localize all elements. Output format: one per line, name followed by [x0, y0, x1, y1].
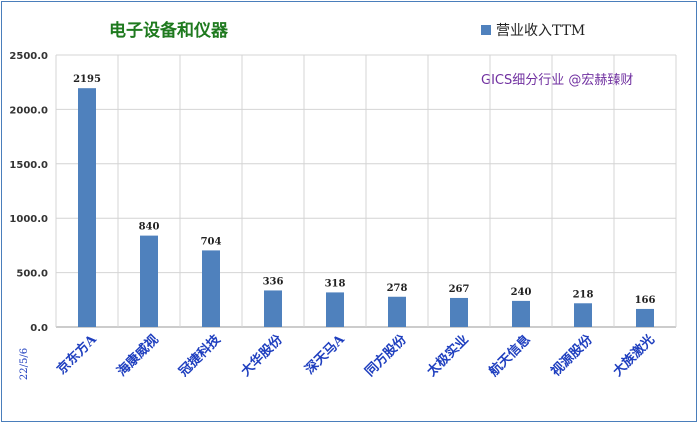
x-tick-label: 视源股份: [548, 331, 597, 380]
bar: [512, 300, 530, 327]
data-label: 704: [201, 236, 222, 247]
data-label: 278: [387, 283, 408, 294]
bar: [326, 292, 344, 327]
x-tick-label: 深天马A: [302, 331, 349, 378]
x-axis-labels: 京东方A 海康威视 冠捷科技 大华股份 深天马A 同方股份 太极实业 航天信息 视源股份 大族激光: [54, 331, 658, 380]
x-tick-label: 同方股份: [362, 331, 411, 380]
y-tick-label: 1500.0: [9, 160, 48, 171]
y-tick-label: 500.0: [16, 269, 48, 280]
bar: [202, 250, 220, 327]
legend-label: 营业收入TTM: [496, 23, 586, 39]
data-label: 840: [139, 222, 160, 233]
legend-swatch: [481, 25, 491, 35]
x-tick-label: 海康威视: [114, 332, 162, 380]
bar: [264, 290, 282, 327]
x-tick-label: 冠捷科技: [176, 331, 225, 380]
bar: [388, 296, 406, 327]
x-tick-label: 大华股份: [238, 331, 287, 380]
y-tick-label: 0.0: [30, 323, 48, 334]
bar: [140, 235, 158, 327]
bar: [636, 308, 654, 327]
bar: [78, 88, 96, 328]
x-tick-label: 太极实业: [423, 332, 472, 381]
y-axis-ticks: 0.0 500.0 1000.0 1500.0 2000.0 2500.0: [9, 51, 48, 334]
chart-title: 电子设备和仪器: [109, 21, 228, 41]
y-tick-label: 1000.0: [9, 214, 48, 225]
source-note: GICS细分行业 @宏赫臻财: [481, 73, 634, 88]
gridlines: [55, 54, 677, 328]
bar: [450, 297, 468, 327]
data-label: 336: [263, 276, 284, 287]
x-tick-label: 京东方A: [54, 331, 101, 378]
data-label: 240: [511, 287, 532, 298]
bars: [78, 88, 654, 328]
y-tick-label: 2000.0: [9, 105, 48, 116]
data-labels: 2195 840 704 336 318 278 267 240 218 166: [73, 74, 655, 306]
x-tick-label: 大族激光: [610, 332, 658, 380]
y-tick-label: 2500.0: [9, 51, 48, 62]
data-label: 2195: [73, 74, 101, 85]
bar: [574, 303, 592, 327]
data-label: 218: [573, 289, 594, 300]
legend: 营业收入TTM: [481, 20, 585, 40]
data-label: 318: [325, 278, 346, 289]
x-tick-label: 航天信息: [486, 332, 534, 380]
data-label: 166: [635, 295, 656, 306]
data-label: 267: [449, 284, 470, 295]
